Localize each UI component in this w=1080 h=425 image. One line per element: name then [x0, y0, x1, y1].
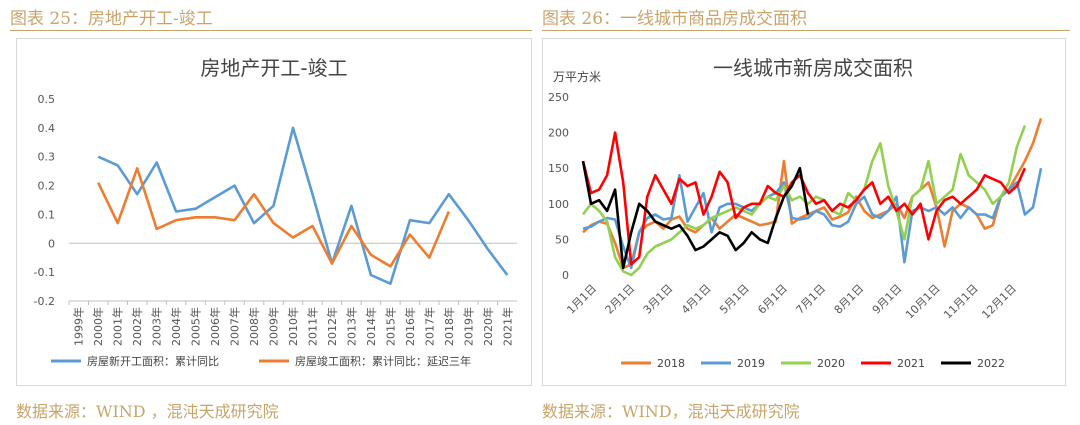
left-figure-label: 图表 25：房地产开工-竣工 — [10, 9, 213, 29]
right-xtick-label: 3月1日 — [641, 282, 676, 317]
left-xtick-label: 2021年 — [500, 307, 514, 346]
left-title-rule — [10, 30, 532, 31]
left-ytick-label: 0.2 — [38, 180, 56, 193]
right-ytick-label: 50 — [555, 233, 569, 246]
left-xtick-label: 2002年 — [130, 307, 144, 346]
left-xtick-label: 2010年 — [286, 307, 300, 346]
left-ytick-label: 0.1 — [38, 208, 56, 221]
right-legend-label: 2021 — [897, 357, 925, 370]
right-legend-label: 2018 — [657, 357, 685, 370]
right-xtick-label: 7月1日 — [793, 282, 828, 317]
right-chart-panel: 一线城市新房成交面积万平方米 250 200 150 100 50 0 1月1日 2月1日 3月1… — [542, 38, 1066, 386]
right-xtick-label: 6月1日 — [755, 282, 790, 317]
left-chart-svg: 房地产开工-竣工 0.5 0.4 0.3 0.2 0.1 0 -0.1 -0.2 1999年 200… — [34, 56, 517, 368]
right-xtick-label: 1月1日 — [564, 282, 599, 317]
right-xtick-label: 10月1日 — [903, 282, 943, 322]
left-ytick-label: 0.4 — [38, 122, 56, 135]
right-series-line — [581, 160, 810, 270]
right-series-line — [581, 125, 1027, 277]
left-xtick-label: 2020年 — [481, 307, 495, 346]
left-xtick-label: 2007年 — [228, 307, 242, 346]
right-ytick-label: 250 — [548, 91, 569, 104]
left-xtick-label: 2016年 — [403, 307, 417, 346]
right-xtick-label: 8月1日 — [832, 282, 867, 317]
right-xtick-label: 5月1日 — [717, 282, 752, 317]
left-xtick-label: 2013年 — [344, 307, 358, 346]
right-unit-label: 万平方米 — [553, 69, 601, 84]
right-chart-title: 一线城市新房成交面积 — [713, 56, 913, 80]
left-xtick-label: 2017年 — [422, 307, 436, 346]
left-chart-title: 房地产开工-竣工 — [200, 56, 347, 80]
left-ytick-label: -0.2 — [34, 295, 55, 308]
left-xtick-label: 2019年 — [461, 307, 475, 346]
left-xtick-label: 2015年 — [383, 307, 397, 346]
right-ytick-label: 200 — [548, 127, 569, 140]
left-series-line — [97, 167, 450, 268]
right-ytick-label: 100 — [548, 198, 569, 211]
left-xtick-label: 2014年 — [364, 307, 378, 346]
right-xtick-label: 2月1日 — [603, 282, 638, 317]
left-chart-panel: 房地产开工-竣工 0.5 0.4 0.3 0.2 0.1 0 -0.1 -0.2 1999年 200… — [16, 38, 532, 386]
left-xtick-label: 2001年 — [111, 307, 125, 346]
right-ytick-label: 0 — [562, 269, 569, 282]
left-legend-label: 房屋新开工面积：累计同比 — [87, 354, 219, 368]
right-xtick-label: 9月1日 — [870, 282, 905, 317]
left-xtick-label: 2018年 — [442, 307, 456, 346]
right-legend-label: 2022 — [977, 357, 1005, 370]
left-ytick-label: 0.5 — [38, 93, 56, 106]
left-source: 数据来源：WIND ，混沌天成研究院 — [16, 402, 279, 421]
left-xtick-label: 2005年 — [189, 307, 203, 346]
left-xtick-label: 2003年 — [150, 307, 164, 346]
left-series-line — [97, 126, 509, 285]
left-xtick-label: 2000年 — [91, 307, 105, 346]
left-xtick-label: 1999年 — [72, 307, 86, 346]
right-figure-label: 图表 26：一线城市商品房成交面积 — [542, 9, 808, 29]
left-xtick-label: 2009年 — [267, 307, 281, 346]
right-xtick-label: 11月1日 — [941, 282, 981, 322]
left-xtick-label: 2004年 — [169, 307, 183, 346]
left-ytick-label: 0 — [48, 237, 55, 250]
left-xtick-label: 2012年 — [325, 307, 339, 346]
left-legend-label: 房屋竣工面积：累计同比：延迟三年 — [295, 354, 471, 368]
right-xtick-label: 12月1日 — [979, 282, 1019, 322]
left-xtick-label: 2011年 — [305, 307, 319, 346]
left-xtick-label: 2008年 — [247, 307, 261, 346]
right-legend-label: 2020 — [817, 357, 845, 370]
left-ytick-label: -0.1 — [34, 266, 55, 279]
right-series-line — [582, 167, 1043, 270]
left-xtick-label: 2006年 — [208, 307, 222, 346]
right-series-line — [582, 118, 1043, 270]
right-legend-label: 2019 — [737, 357, 765, 370]
left-ytick-label: 0.3 — [38, 151, 56, 164]
right-ytick-label: 150 — [548, 162, 569, 175]
right-title-rule — [542, 30, 1070, 31]
right-source: 数据来源：WIND，混沌天成研究院 — [542, 402, 800, 421]
right-xtick-label: 4月1日 — [679, 282, 714, 317]
